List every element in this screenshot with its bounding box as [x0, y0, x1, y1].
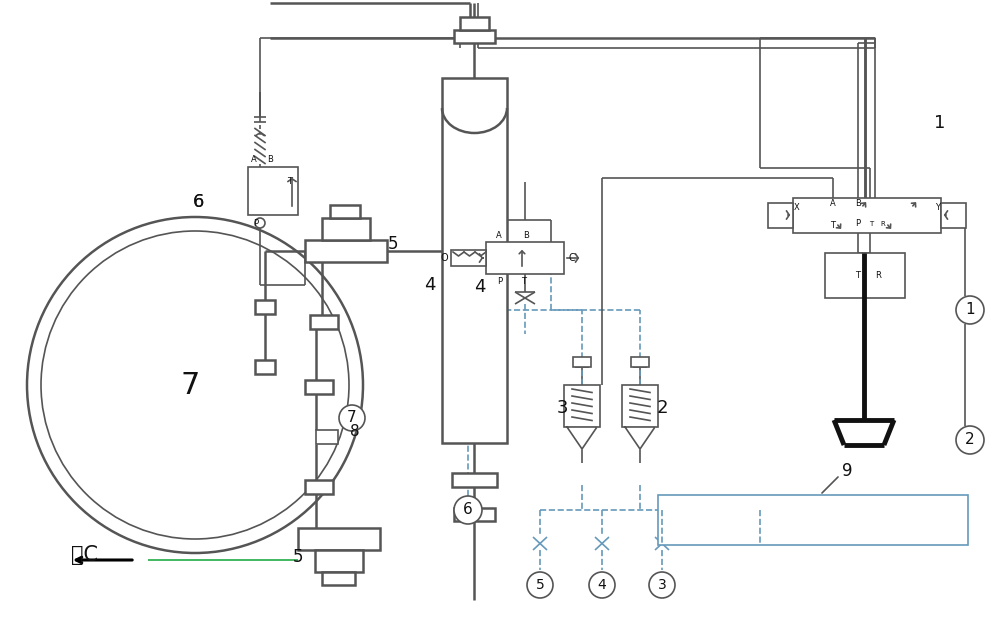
- Bar: [315, 550, 363, 572]
- Text: A: A: [496, 231, 502, 239]
- Bar: [454, 30, 495, 43]
- Circle shape: [255, 218, 265, 228]
- Bar: [255, 360, 275, 374]
- Bar: [310, 315, 338, 329]
- Text: 1: 1: [965, 303, 975, 317]
- Bar: [454, 508, 495, 521]
- Text: T: T: [830, 221, 836, 231]
- Text: 1: 1: [934, 114, 946, 132]
- Bar: [305, 480, 333, 494]
- Circle shape: [956, 296, 984, 324]
- Text: A: A: [830, 200, 836, 208]
- Bar: [305, 380, 333, 394]
- Bar: [322, 218, 370, 240]
- Bar: [322, 572, 355, 585]
- Bar: [941, 203, 966, 228]
- Text: Y: Y: [936, 203, 940, 213]
- Bar: [316, 430, 338, 444]
- Bar: [564, 385, 600, 427]
- Circle shape: [649, 572, 675, 598]
- Text: T: T: [288, 177, 292, 185]
- Text: 4: 4: [474, 278, 486, 296]
- Text: P: P: [497, 277, 503, 285]
- Text: 6: 6: [463, 502, 473, 518]
- Text: 3: 3: [556, 399, 568, 417]
- Text: 4: 4: [424, 276, 436, 294]
- Text: C: C: [569, 253, 575, 263]
- Bar: [451, 250, 486, 266]
- Bar: [658, 495, 968, 545]
- Text: 7: 7: [180, 371, 200, 399]
- Text: P: P: [253, 218, 259, 228]
- Circle shape: [27, 217, 363, 553]
- Text: T: T: [522, 277, 526, 285]
- Text: P: P: [855, 219, 861, 229]
- Text: T: T: [856, 272, 860, 280]
- Text: 8: 8: [350, 425, 360, 440]
- Bar: [248, 167, 298, 215]
- Bar: [452, 473, 497, 487]
- Bar: [793, 198, 941, 233]
- Circle shape: [589, 572, 615, 598]
- Text: B: B: [855, 200, 861, 208]
- Text: X: X: [794, 203, 800, 213]
- Text: B: B: [267, 156, 273, 164]
- Bar: [825, 253, 905, 298]
- Bar: [631, 357, 649, 367]
- Text: 5: 5: [293, 548, 303, 566]
- Bar: [622, 385, 658, 427]
- Text: 9: 9: [842, 462, 852, 480]
- Text: 3: 3: [658, 578, 666, 592]
- Text: B: B: [523, 231, 529, 239]
- Bar: [573, 357, 591, 367]
- Text: O: O: [440, 253, 448, 263]
- Text: 4: 4: [598, 578, 606, 592]
- Circle shape: [956, 426, 984, 454]
- Bar: [255, 300, 275, 314]
- Text: 2: 2: [656, 399, 668, 417]
- Circle shape: [527, 572, 553, 598]
- Circle shape: [41, 231, 349, 539]
- Text: 5: 5: [388, 235, 398, 253]
- Text: 5: 5: [536, 578, 544, 592]
- Text: 6: 6: [192, 193, 204, 211]
- Bar: [298, 528, 380, 550]
- Text: 2: 2: [965, 433, 975, 448]
- Text: R: R: [881, 221, 885, 227]
- Text: 关C: 关C: [72, 545, 98, 565]
- Circle shape: [339, 405, 365, 431]
- Polygon shape: [567, 427, 597, 449]
- Text: 6: 6: [192, 193, 204, 211]
- Bar: [305, 240, 387, 262]
- Circle shape: [454, 496, 482, 524]
- Bar: [442, 78, 507, 443]
- Bar: [768, 203, 793, 228]
- Text: A: A: [251, 156, 257, 164]
- Text: 7: 7: [347, 410, 357, 425]
- Text: T: T: [869, 221, 873, 227]
- Bar: [486, 242, 564, 274]
- Bar: [330, 205, 360, 218]
- Text: R: R: [875, 272, 881, 280]
- Bar: [460, 17, 489, 30]
- Polygon shape: [625, 427, 655, 449]
